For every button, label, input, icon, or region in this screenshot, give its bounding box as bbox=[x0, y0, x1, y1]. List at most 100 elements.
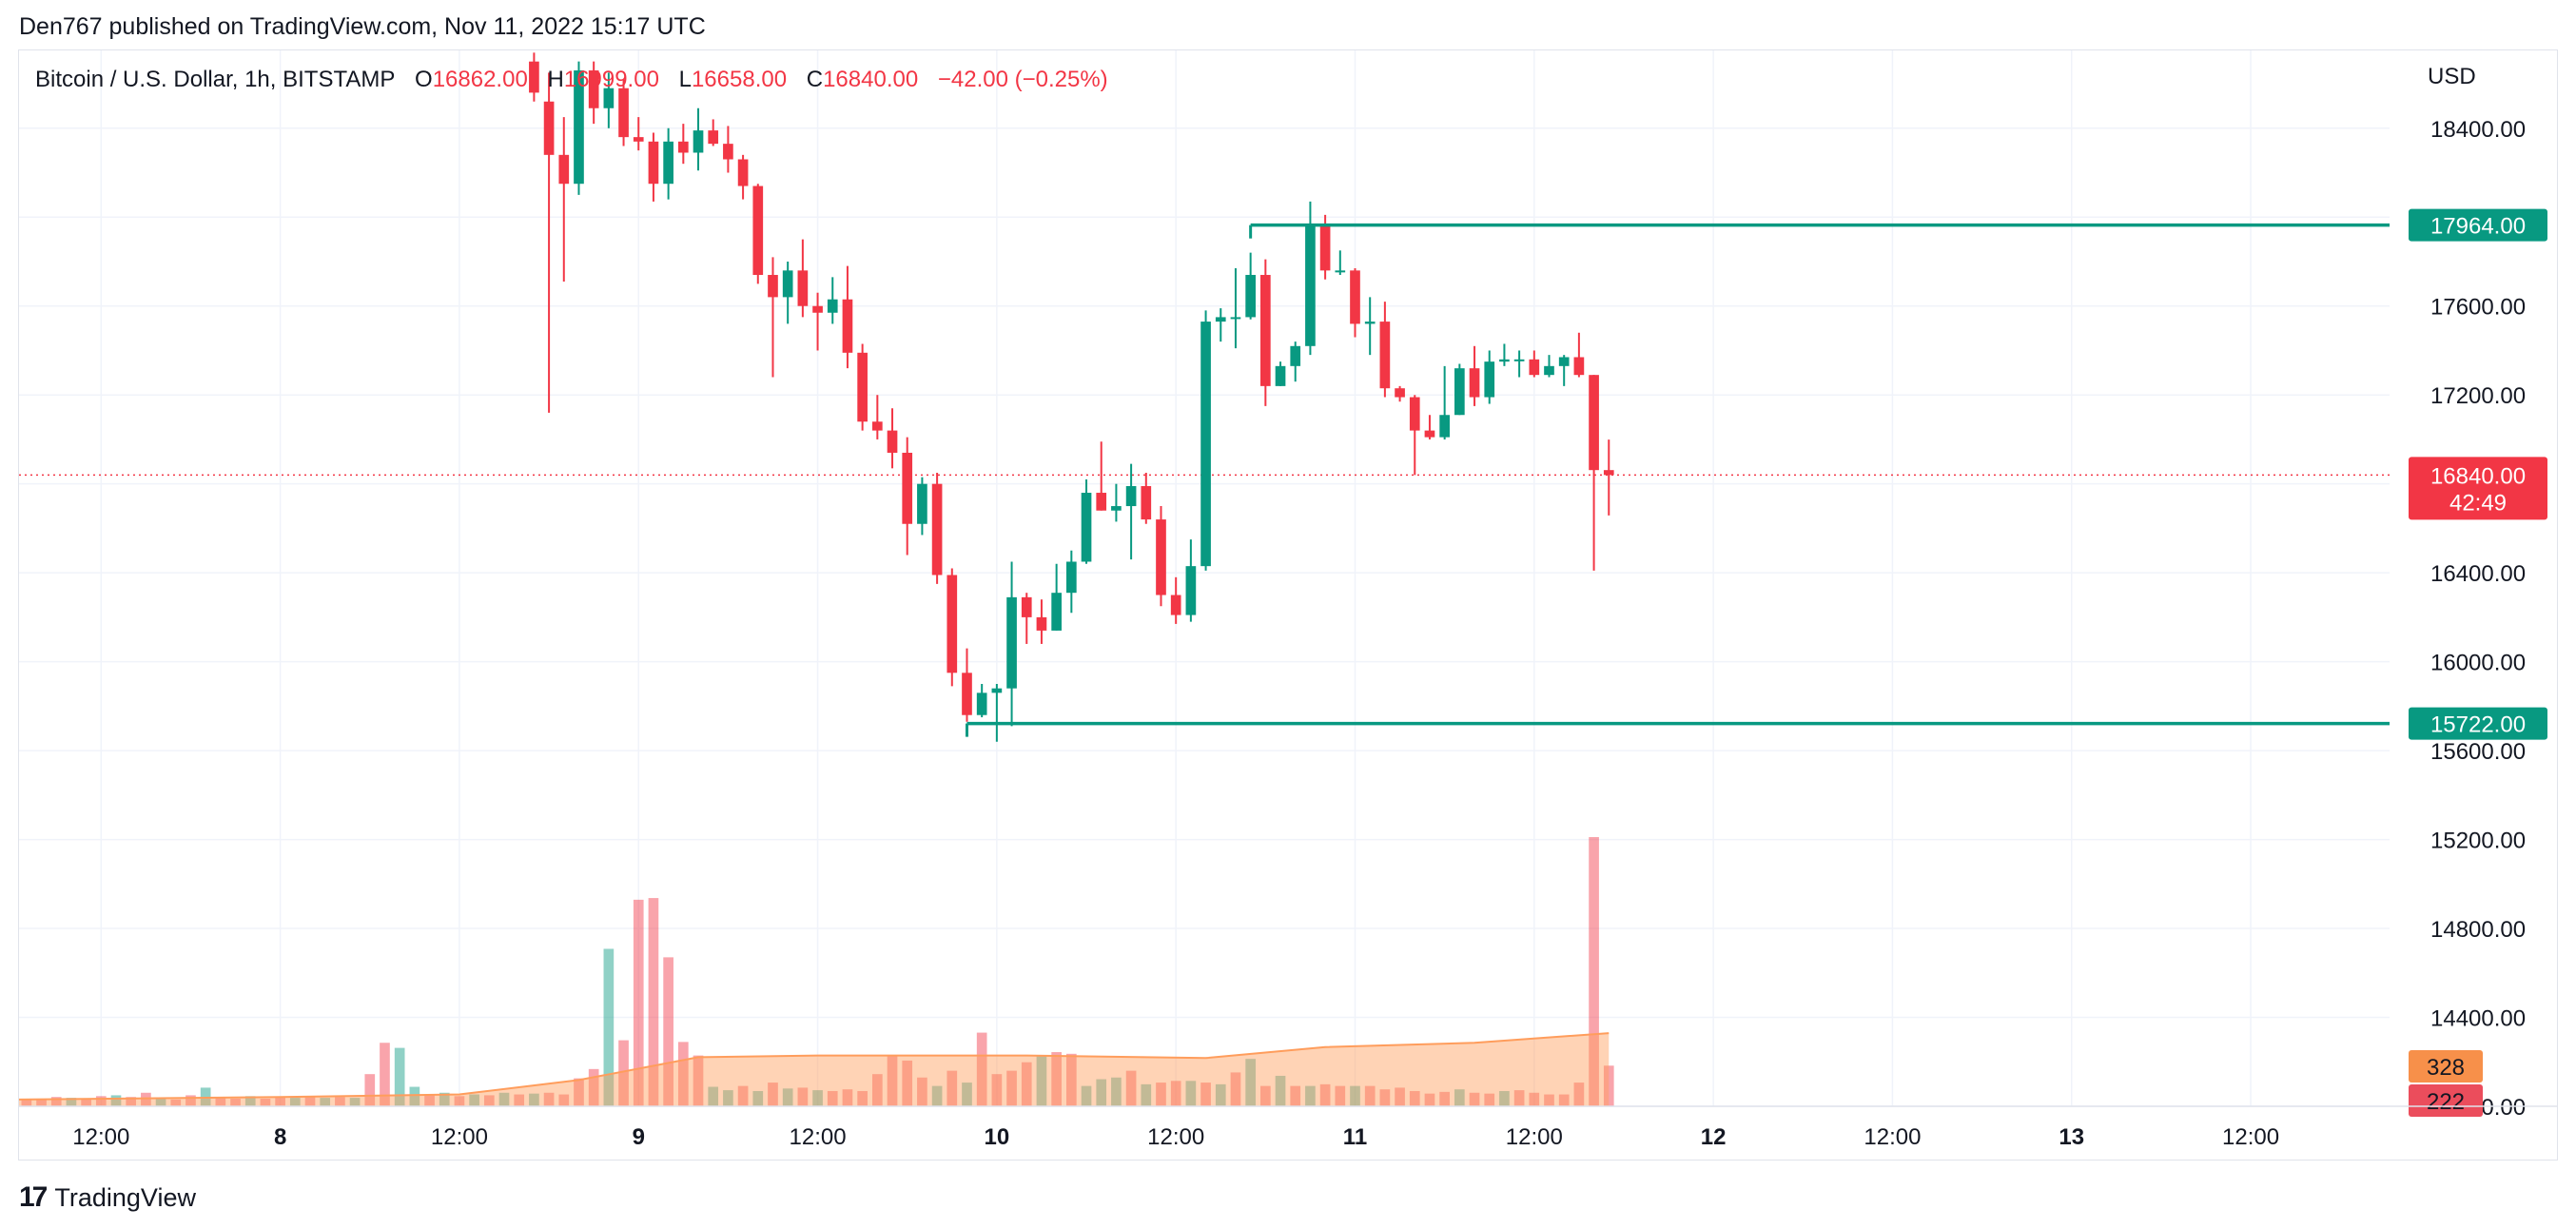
volume-bar bbox=[842, 1089, 853, 1106]
candle-body bbox=[1156, 519, 1166, 595]
candle-body bbox=[1454, 368, 1465, 416]
x-axis-label: 11 bbox=[1343, 1124, 1367, 1150]
level-price-badge bbox=[2409, 208, 2547, 242]
volume-bar bbox=[812, 1090, 823, 1106]
volume-bar bbox=[1290, 1085, 1301, 1106]
candle-body bbox=[1081, 493, 1092, 562]
candle-body bbox=[1499, 359, 1510, 362]
volume-bar bbox=[244, 1096, 256, 1106]
volume-bar bbox=[1424, 1093, 1435, 1106]
x-axis-label: 12:00 bbox=[2222, 1124, 2279, 1150]
volume-bar bbox=[483, 1095, 495, 1106]
volume-bar bbox=[1185, 1081, 1197, 1106]
x-axis-label: 13 bbox=[2059, 1124, 2084, 1150]
candle-body bbox=[946, 575, 958, 673]
volume-bar bbox=[677, 1042, 689, 1106]
volume-bar bbox=[66, 1098, 77, 1106]
y-axis-label: 17200.00 bbox=[2430, 383, 2526, 409]
volume-bar bbox=[289, 1098, 301, 1106]
candle-body bbox=[812, 305, 823, 313]
currency-label: USD bbox=[2428, 64, 2476, 89]
candle-body bbox=[723, 144, 733, 160]
candle-body bbox=[768, 275, 778, 298]
volume-bar bbox=[946, 1070, 958, 1106]
candle-body bbox=[1051, 593, 1062, 631]
candle-body bbox=[887, 430, 898, 453]
volume-bar bbox=[1589, 837, 1599, 1106]
volume-bar bbox=[558, 1094, 570, 1106]
candle-body bbox=[543, 101, 555, 155]
volume-bar bbox=[574, 1078, 584, 1106]
candle-body bbox=[648, 141, 659, 185]
candle-body bbox=[558, 154, 570, 185]
volume-bar bbox=[364, 1074, 376, 1106]
candle-body bbox=[588, 70, 599, 108]
volume-bar bbox=[439, 1092, 450, 1106]
volume-bar bbox=[1141, 1083, 1152, 1106]
volume-ma-line bbox=[18, 1032, 1610, 1101]
candle-body bbox=[902, 452, 913, 524]
volume-badge bbox=[2409, 1084, 2483, 1117]
candle-body bbox=[1185, 566, 1197, 615]
volume-bar bbox=[36, 1098, 47, 1106]
volume-bar bbox=[335, 1097, 345, 1106]
candle-body bbox=[917, 483, 927, 524]
open-value: 16862.00 bbox=[432, 67, 528, 92]
volume-bar bbox=[409, 1086, 420, 1106]
candle-body bbox=[1230, 317, 1241, 320]
symbol-legend: Bitcoin / U.S. Dollar, 1h, BITSTAMP O168… bbox=[35, 67, 1108, 93]
volume-bar bbox=[827, 1090, 838, 1106]
volume-bar bbox=[1379, 1089, 1391, 1106]
candle-body bbox=[663, 141, 673, 185]
volume-bar bbox=[857, 1090, 868, 1106]
volume-bar bbox=[1305, 1085, 1316, 1106]
volume-bar bbox=[394, 1047, 405, 1106]
candle-body bbox=[1170, 595, 1181, 615]
high-value: 16999.00 bbox=[563, 67, 659, 92]
candle-body bbox=[857, 352, 868, 422]
candle-body bbox=[1364, 322, 1376, 324]
volume-bar bbox=[976, 1032, 987, 1106]
x-axis-label: 12 bbox=[1701, 1124, 1727, 1150]
y-axis-label: 16400.00 bbox=[2430, 561, 2526, 587]
volume-bar bbox=[141, 1092, 151, 1106]
volume-bar bbox=[230, 1098, 241, 1106]
volume-bar bbox=[1156, 1083, 1166, 1106]
volume-bar bbox=[902, 1060, 913, 1106]
volume-bar bbox=[1364, 1085, 1376, 1106]
volume-badge-label: 328 bbox=[2427, 1055, 2465, 1081]
candle-body bbox=[1096, 493, 1107, 511]
volume-bar bbox=[260, 1098, 271, 1106]
volume-bar bbox=[1335, 1085, 1346, 1106]
candle-body bbox=[1350, 270, 1360, 324]
change-value: −42.00 (−0.25%) bbox=[937, 67, 1108, 92]
volume-bar bbox=[1065, 1053, 1077, 1106]
volume-bar bbox=[663, 957, 673, 1106]
volume-bar bbox=[723, 1090, 733, 1106]
footer-brand[interactable]: 17 TradingView bbox=[19, 1181, 196, 1214]
candle-body bbox=[1603, 470, 1614, 476]
candle-body bbox=[1021, 596, 1032, 617]
candle-body bbox=[1439, 415, 1450, 438]
volume-bar bbox=[871, 1074, 883, 1106]
close-value: 16840.00 bbox=[823, 67, 919, 92]
candle-body bbox=[976, 693, 987, 715]
candle-body bbox=[1006, 596, 1017, 689]
volume-bar bbox=[1215, 1083, 1226, 1106]
candle-body bbox=[529, 61, 539, 93]
candle-body bbox=[842, 299, 853, 353]
volume-bar bbox=[1558, 1094, 1570, 1106]
volume-bar bbox=[693, 1055, 704, 1106]
volume-bar bbox=[469, 1094, 479, 1106]
candle-body bbox=[1573, 357, 1585, 376]
x-axis-label: 8 bbox=[274, 1124, 286, 1150]
volume-bar bbox=[185, 1095, 196, 1106]
y-axis-label: 15600.00 bbox=[2430, 739, 2526, 765]
low-label: L bbox=[678, 67, 692, 92]
candle-body bbox=[827, 299, 838, 313]
candle-body bbox=[1319, 225, 1331, 271]
candle-body bbox=[797, 270, 809, 306]
volume-bar bbox=[991, 1074, 1003, 1106]
volume-badge bbox=[2409, 1050, 2483, 1083]
